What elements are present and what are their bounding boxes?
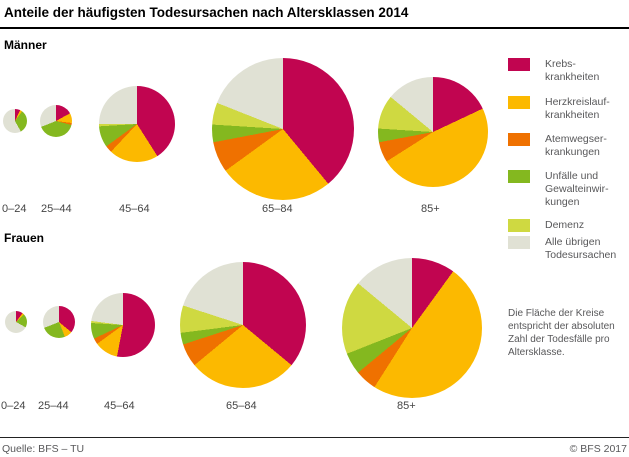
copyright-text: © BFS 2017 bbox=[569, 443, 627, 455]
age-label-frauen-0-24: 0–24 bbox=[1, 400, 26, 412]
footer-rule bbox=[0, 437, 629, 438]
legend-label-demenz: Demenz bbox=[545, 219, 585, 231]
pie-maenner-45-64 bbox=[99, 86, 175, 162]
age-label-maenner-65-84: 65–84 bbox=[262, 203, 293, 215]
pie-frauen-45-64 bbox=[91, 293, 155, 357]
pie-maenner-0-24 bbox=[3, 109, 27, 133]
title-rule bbox=[0, 27, 629, 29]
source-text: Quelle: BFS – TU bbox=[2, 443, 85, 455]
legend-swatch-krebs bbox=[508, 58, 530, 71]
age-label-frauen-45-64: 45–64 bbox=[104, 400, 135, 412]
age-label-frauen-25-44: 25–44 bbox=[38, 400, 69, 412]
legend-swatch-uebrige bbox=[508, 236, 530, 249]
legend-swatch-demenz bbox=[508, 219, 530, 232]
note-text: Die Fläche der Kreise entspricht der abs… bbox=[508, 308, 615, 358]
age-label-maenner-85plus: 85+ bbox=[421, 203, 440, 215]
row-label-maenner: Männer bbox=[4, 38, 47, 52]
pie-maenner-85plus bbox=[378, 77, 488, 187]
legend-label-atemwegs: Atemwegser- krankungen bbox=[545, 133, 607, 158]
legend-item-krebs: Krebs- krankheiten bbox=[508, 58, 599, 84]
pie-frauen-65-84 bbox=[180, 262, 306, 388]
chart-title: Anteile der häufigsten Todesursachen nac… bbox=[4, 5, 409, 20]
pie-frauen-85plus bbox=[342, 258, 482, 398]
pie-maenner-65-84 bbox=[212, 58, 354, 200]
age-label-maenner-45-64: 45–64 bbox=[119, 203, 150, 215]
legend-label-unfaelle: Unfälle und Gewalteinwir- kungen bbox=[545, 170, 609, 208]
age-label-maenner-0-24: 0–24 bbox=[2, 203, 27, 215]
legend-swatch-unfaelle bbox=[508, 170, 530, 183]
legend-label-uebrige: Alle übrigen Todesursachen bbox=[545, 236, 617, 261]
legend-swatch-herzkreislauf bbox=[508, 96, 530, 109]
legend-label-herzkreislauf: Herzkreislauf- krankheiten bbox=[545, 96, 610, 121]
legend-item-demenz: Demenz bbox=[508, 219, 584, 232]
pie-frauen-25-44 bbox=[43, 306, 75, 338]
legend-item-unfaelle: Unfälle und Gewalteinwir- kungen bbox=[508, 170, 609, 209]
legend-swatch-atemwegs bbox=[508, 133, 530, 146]
row-label-frauen: Frauen bbox=[4, 231, 45, 245]
age-label-frauen-85plus: 85+ bbox=[397, 400, 416, 412]
pie-frauen-0-24 bbox=[5, 311, 27, 333]
age-label-frauen-65-84: 65–84 bbox=[226, 400, 257, 412]
legend-item-herzkreislauf: Herzkreislauf- krankheiten bbox=[508, 96, 610, 122]
legend-label-krebs: Krebs- krankheiten bbox=[545, 58, 600, 83]
legend-item-atemwegs: Atemwegser- krankungen bbox=[508, 133, 607, 159]
legend-item-uebrige: Alle übrigen Todesursachen bbox=[508, 236, 616, 262]
pie-maenner-25-44 bbox=[40, 105, 72, 137]
age-label-maenner-25-44: 25–44 bbox=[41, 203, 72, 215]
